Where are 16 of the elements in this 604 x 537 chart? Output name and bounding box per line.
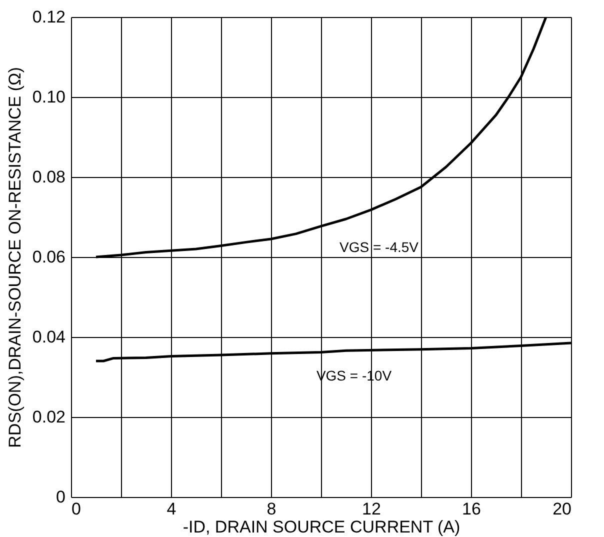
y-tick-label: 0.08 xyxy=(32,168,66,186)
y-tick-label: 0 xyxy=(56,488,66,506)
x-tick-label: 20 xyxy=(552,500,572,518)
x-tick-label: 0 xyxy=(72,500,81,518)
x-tick-label: 8 xyxy=(266,500,276,518)
y-tick-label: 0.12 xyxy=(32,8,66,26)
y-tick-label: 0.02 xyxy=(32,408,66,426)
x-tick-label: 12 xyxy=(362,500,381,518)
series-label: VGS = -4.5V xyxy=(340,238,420,255)
y-tick-label: 0.06 xyxy=(32,248,66,266)
x-tick-label: 16 xyxy=(462,500,481,518)
y-tick-label: 0.10 xyxy=(32,88,66,106)
y-tick-label: 0.04 xyxy=(32,328,66,346)
x-tick-label: 4 xyxy=(166,500,176,518)
x-axis-title: -ID, DRAIN SOURCE CURRENT (A) xyxy=(182,518,460,536)
y-axis-title: RDS(ON),DRAIN-SOURCE ON-RESISTANCE (Ω) xyxy=(5,67,24,448)
